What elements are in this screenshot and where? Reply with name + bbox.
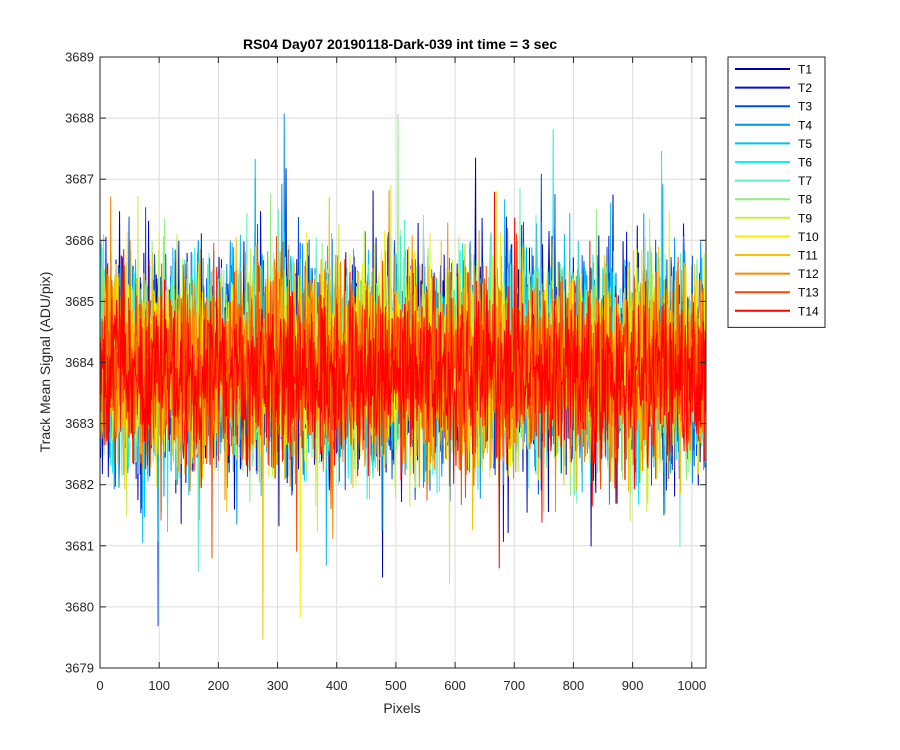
- y-tick-label: 3688: [65, 111, 94, 126]
- legend-label-t5: T5: [798, 137, 812, 151]
- legend-label-t7: T7: [798, 174, 812, 188]
- y-axis-label: Track Mean Signal (ADU/pix): [37, 272, 53, 453]
- y-tick-label: 3680: [65, 599, 94, 614]
- y-tick-label: 3687: [65, 172, 94, 187]
- y-tick-label: 3686: [65, 233, 94, 248]
- y-tick-labels: 3679 3680 3681 3682 3683 3684 3685 3686 3687 3688…: [65, 50, 94, 676]
- chart-title: RS04 Day07 20190118-Dark-039 int time = …: [243, 36, 557, 52]
- series-line-t14: [100, 191, 706, 569]
- legend: T1 T2 T3 T4 T5 T6 T7 T8 T9 T10 T11 T12 T13 T14: [727, 56, 826, 328]
- x-axis-label: Pixels: [383, 700, 420, 716]
- legend-label-t12: T12: [798, 267, 819, 281]
- legend-label-t14: T14: [798, 304, 819, 318]
- x-tick-label: 300: [267, 678, 289, 693]
- x-tick-label: 400: [326, 678, 348, 693]
- axes: [99, 56, 707, 669]
- x-tick-label: 200: [208, 678, 230, 693]
- legend-label-t3: T3: [798, 100, 812, 114]
- y-tick-label: 3683: [65, 416, 94, 431]
- y-tick-label: 3689: [65, 50, 94, 65]
- legend-label-t8: T8: [798, 193, 812, 207]
- legend-label-t9: T9: [798, 211, 812, 225]
- y-tick-label: 3681: [65, 538, 94, 553]
- y-tick-label: 3685: [65, 294, 94, 309]
- x-tick-labels: 0 100 200 300 400 500 600 700 800 900 1000: [96, 678, 706, 693]
- y-tick-label: 3679: [65, 661, 94, 676]
- legend-label-t2: T2: [798, 81, 812, 95]
- legend-label-t11: T11: [798, 249, 818, 263]
- legend-box: [727, 56, 826, 328]
- legend-label-t13: T13: [798, 286, 819, 300]
- x-tick-label: 800: [563, 678, 585, 693]
- series-group: [100, 113, 706, 640]
- y-tick-label: 3684: [65, 355, 94, 370]
- x-tick-label: 600: [444, 678, 466, 693]
- legend-label-t10: T10: [798, 230, 819, 244]
- x-tick-label: 700: [503, 678, 525, 693]
- legend-label-t4: T4: [798, 118, 812, 132]
- x-tick-label: 500: [385, 678, 407, 693]
- x-tick-label: 1000: [677, 678, 706, 693]
- legend-label-t1: T1: [798, 63, 812, 77]
- x-tick-label: 100: [148, 678, 170, 693]
- x-tick-label: 900: [622, 678, 644, 693]
- y-tick-label: 3682: [65, 477, 94, 492]
- x-tick-label: 0: [96, 678, 103, 693]
- legend-label-t6: T6: [798, 156, 812, 170]
